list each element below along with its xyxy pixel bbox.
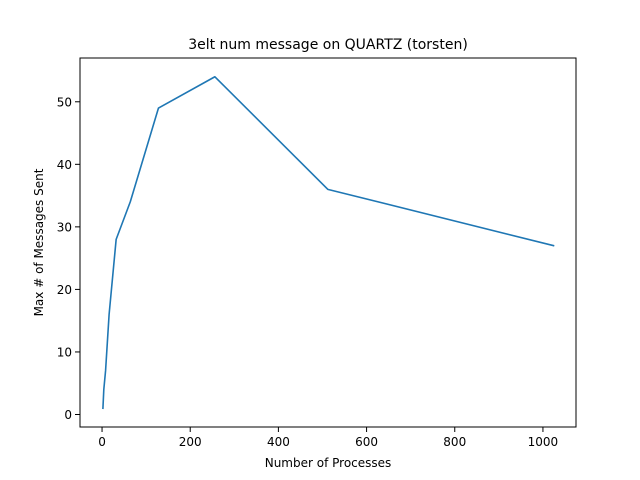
y-tick-label: 40 (57, 158, 72, 172)
y-tick-label: 20 (57, 283, 72, 297)
y-tick-label: 50 (57, 95, 72, 109)
y-tick-label: 0 (64, 408, 72, 422)
chart-title: 3elt num message on QUARTZ (torsten) (188, 37, 468, 53)
x-tick-label: 600 (355, 435, 378, 449)
y-tick-label: 30 (57, 220, 72, 234)
x-tick-label: 800 (443, 435, 466, 449)
y-axis-ticks: 0 10 20 30 40 50 (57, 95, 80, 422)
x-tick-label: 200 (179, 435, 202, 449)
y-axis-label: Max # of Messages Sent (32, 168, 46, 316)
axes-frame (79, 57, 577, 428)
x-tick-label: 400 (267, 435, 290, 449)
x-tick-label: 1000 (528, 435, 559, 449)
x-axis-ticks: 0 200 400 600 800 1000 (98, 427, 558, 449)
y-tick-label: 10 (57, 345, 72, 359)
series-line (102, 75, 555, 410)
x-axis-label: Number of Processes (265, 456, 392, 470)
plot-area (102, 75, 555, 410)
x-tick-label: 0 (98, 435, 106, 449)
